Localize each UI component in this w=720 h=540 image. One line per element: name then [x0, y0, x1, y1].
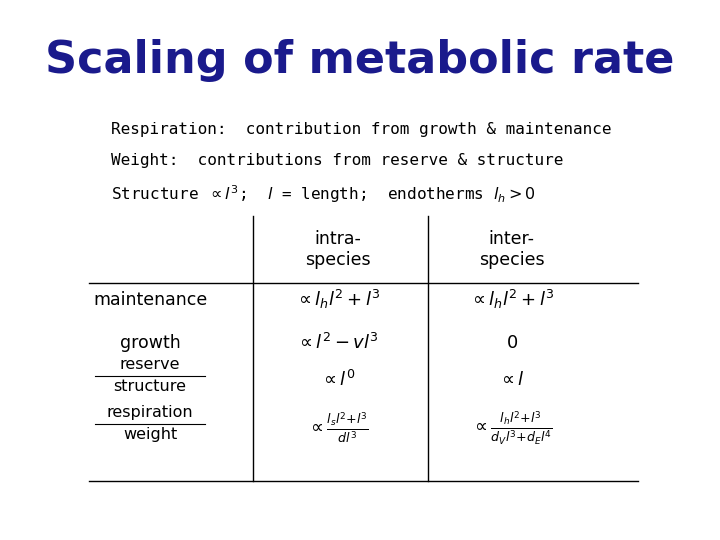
Text: $\propto \frac{l_s l^2{+}l^3}{d l^3}$: $\propto \frac{l_s l^2{+}l^3}{d l^3}$	[307, 411, 368, 446]
Text: Weight:  contributions from reserve & structure: Weight: contributions from reserve & str…	[112, 153, 564, 168]
Text: weight: weight	[123, 427, 177, 442]
Text: maintenance: maintenance	[93, 291, 207, 308]
Text: reserve: reserve	[120, 357, 180, 372]
Text: $\propto l^0$: $\propto l^0$	[320, 370, 355, 390]
Text: intra-
species: intra- species	[305, 230, 370, 268]
Text: respiration: respiration	[107, 406, 194, 421]
Text: growth: growth	[120, 334, 181, 352]
Text: Structure $\propto l^3$;  $l$ = length;  endotherms $l_h > 0$: Structure $\propto l^3$; $l$ = length; e…	[112, 184, 536, 205]
Text: inter-
species: inter- species	[479, 230, 544, 268]
Text: $\propto \frac{l_h l^2{+}l^3}{d_V l^3{+}d_E l^4}$: $\propto \frac{l_h l^2{+}l^3}{d_V l^3{+}…	[471, 410, 552, 447]
Text: Respiration:  contribution from growth & maintenance: Respiration: contribution from growth & …	[112, 122, 612, 137]
Text: Scaling of metabolic rate: Scaling of metabolic rate	[45, 39, 675, 82]
Text: $\propto l$: $\propto l$	[498, 371, 525, 389]
Text: $\propto l_h l^2 + l^3$: $\propto l_h l^2 + l^3$	[469, 288, 554, 311]
Text: $\propto l_h l^2 + l^3$: $\propto l_h l^2 + l^3$	[294, 288, 380, 311]
Text: structure: structure	[114, 379, 186, 394]
Text: $0$: $0$	[505, 334, 518, 352]
Text: $\propto l^2 - v l^3$: $\propto l^2 - v l^3$	[296, 333, 379, 353]
